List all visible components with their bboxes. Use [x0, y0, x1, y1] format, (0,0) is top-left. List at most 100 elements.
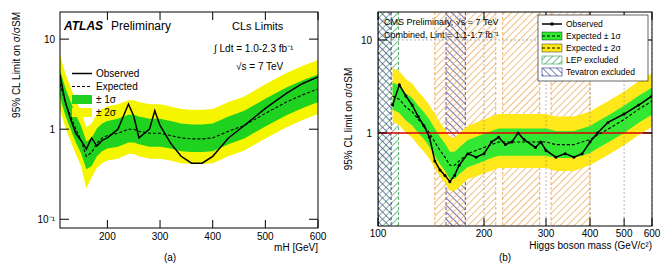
annotation: CLs Limits: [232, 20, 284, 32]
y-tick-label: 10⁻¹: [38, 214, 56, 225]
legend-swatch-line: [542, 48, 562, 49]
marker: [439, 169, 442, 172]
x-tick: [624, 218, 625, 226]
legend-label: ± 1σ: [96, 94, 117, 105]
region-edge: [391, 12, 392, 226]
x-tick-label: 500: [257, 231, 274, 242]
series-line: [393, 96, 652, 165]
panel: 100 200 300 400 500 600 1 10 Higgs boson mass (G…: [343, 12, 661, 263]
marker: [504, 143, 507, 146]
grid-line: [483, 12, 484, 226]
series-line: [60, 75, 318, 163]
legend-swatch-line: [72, 86, 92, 87]
annotation: Combined, Lint = 1.1-1.7 fb⁻¹: [384, 30, 499, 40]
y-tick: [643, 132, 652, 133]
annotation: ∫ Ldt = 1.0-2.3 fb⁻¹: [213, 43, 294, 54]
plot-area: [378, 12, 652, 226]
band: [60, 69, 318, 169]
legend: ObservedExpected± 1σ± 2σ: [72, 68, 139, 118]
x-tick: [265, 220, 266, 228]
y-tick: [60, 39, 69, 40]
marker: [596, 131, 599, 134]
marker: [490, 141, 493, 144]
x-tick-label: 300: [538, 228, 555, 239]
marker: [581, 152, 584, 155]
y-tick: [378, 132, 387, 133]
x-tick-label: 600: [644, 228, 661, 239]
legend-label: LEP excluded: [566, 55, 619, 65]
marker: [404, 94, 407, 97]
marker: [572, 156, 575, 159]
annotation: ATLAS: [63, 19, 103, 33]
x-axis-title: mH [GeV]: [274, 242, 318, 253]
legend-label: Expected ± 1σ: [566, 31, 622, 41]
x-tick-label: 200: [476, 228, 493, 239]
plot-area: [60, 55, 318, 189]
legend-swatch-line: [542, 36, 562, 37]
legend-label: Tevatron excluded: [566, 67, 635, 77]
y-tick-label: 1: [366, 128, 372, 139]
plot-background: [60, 12, 318, 228]
marker: [523, 138, 526, 141]
x-tick: [652, 12, 653, 20]
x-tick: [483, 218, 484, 226]
panel: 20030040050060010⁻¹110mH [GeV]95% CL Lim…: [11, 12, 327, 263]
y-axis-title: 95% CL limit on σ/σSM: [343, 68, 354, 171]
legend-swatch: [72, 95, 92, 104]
marker: [564, 152, 567, 155]
x-tick: [378, 218, 379, 226]
panel-label: (b): [499, 252, 511, 263]
series-line: [60, 84, 318, 157]
marker: [398, 83, 401, 86]
reference-line: [378, 132, 652, 134]
x-tick: [212, 220, 213, 228]
legend-box: [538, 15, 648, 81]
x-tick: [318, 12, 319, 20]
band: [393, 82, 652, 179]
frame: [60, 12, 318, 228]
y-tick: [309, 39, 318, 40]
annotation: √s = 7 TeV: [236, 61, 284, 72]
annotation: CMS Preliminary, √s = 7 TeV: [384, 17, 498, 27]
y-tick-label: 10: [44, 34, 56, 45]
panel-label: (a): [164, 252, 176, 263]
y-tick-label: 10: [361, 35, 373, 46]
legend-label: Observed: [96, 68, 139, 79]
legend-label: Expected ± 2σ: [566, 43, 622, 53]
x-tick: [107, 12, 108, 20]
series-line: [393, 85, 652, 182]
figure: 20030040050060010⁻¹110mH [GeV]95% CL Lim…: [0, 0, 665, 265]
y-tick: [60, 129, 69, 130]
x-tick: [107, 220, 108, 228]
x-tick-label: 600: [310, 231, 327, 242]
x-tick-label: 500: [616, 228, 633, 239]
legend: Observed Expected ± 1σ Expected ± 2σ LEP ex…: [538, 15, 648, 81]
y-tick: [309, 129, 318, 130]
frame: [378, 12, 652, 226]
band: [393, 68, 652, 191]
x-tick-label: 400: [582, 228, 599, 239]
marker: [433, 159, 436, 162]
legend-swatch: [542, 56, 562, 64]
x-tick: [546, 218, 547, 226]
marker: [588, 141, 591, 144]
marker: [545, 149, 548, 152]
legend-label: Observed: [566, 19, 603, 29]
marker: [475, 156, 478, 159]
y-tick: [309, 219, 318, 220]
x-tick-label: 100: [370, 228, 387, 239]
x-tick: [589, 218, 590, 226]
x-tick: [378, 12, 379, 20]
marker: [482, 152, 485, 155]
marker: [391, 104, 394, 107]
marker: [517, 131, 520, 134]
x-tick-label: 400: [204, 231, 221, 242]
x-tick-label: 200: [99, 231, 116, 242]
excluded-region: [378, 12, 391, 226]
grid-line: [378, 132, 652, 133]
y-tick: [60, 219, 69, 220]
plot-background: [378, 12, 652, 226]
marker: [458, 164, 461, 167]
marker: [607, 121, 610, 124]
x-axis-title: Higgs boson mass (GeV/c²): [529, 240, 652, 251]
